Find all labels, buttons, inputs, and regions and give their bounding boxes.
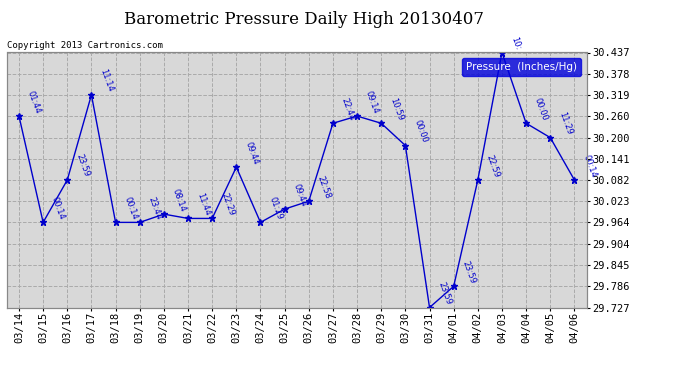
Text: 23:59: 23:59 xyxy=(75,153,91,178)
Text: 22:44: 22:44 xyxy=(340,96,357,122)
Text: Copyright 2013 Cartronics.com: Copyright 2013 Cartronics.com xyxy=(7,41,163,50)
Text: 10:: 10: xyxy=(509,36,522,51)
Text: 08:14: 08:14 xyxy=(171,187,188,213)
Text: 09:44: 09:44 xyxy=(292,182,308,208)
Text: 01:29: 01:29 xyxy=(268,196,284,221)
Text: 00:14: 00:14 xyxy=(582,153,598,178)
Text: 00:00: 00:00 xyxy=(533,96,550,122)
Text: 09:14: 09:14 xyxy=(364,89,381,115)
Legend: Pressure  (Inches/Hg): Pressure (Inches/Hg) xyxy=(462,58,581,76)
Text: 11:44: 11:44 xyxy=(195,192,212,217)
Text: 11:14: 11:14 xyxy=(99,68,115,93)
Text: 11:29: 11:29 xyxy=(558,111,574,136)
Text: 23:59: 23:59 xyxy=(461,260,477,285)
Text: 22:58: 22:58 xyxy=(316,174,333,200)
Text: 00:14: 00:14 xyxy=(123,196,139,221)
Text: 22:29: 22:29 xyxy=(219,192,236,217)
Text: 00:14: 00:14 xyxy=(50,196,67,221)
Text: 00:00: 00:00 xyxy=(413,119,429,144)
Text: 09:44: 09:44 xyxy=(244,140,260,166)
Text: Barometric Pressure Daily High 20130407: Barometric Pressure Daily High 20130407 xyxy=(124,11,484,28)
Text: 22:59: 22:59 xyxy=(485,153,502,178)
Text: 23:59: 23:59 xyxy=(437,280,453,306)
Text: 01:44: 01:44 xyxy=(26,89,43,115)
Text: 10:59: 10:59 xyxy=(388,96,405,122)
Text: 23:44: 23:44 xyxy=(147,195,164,221)
